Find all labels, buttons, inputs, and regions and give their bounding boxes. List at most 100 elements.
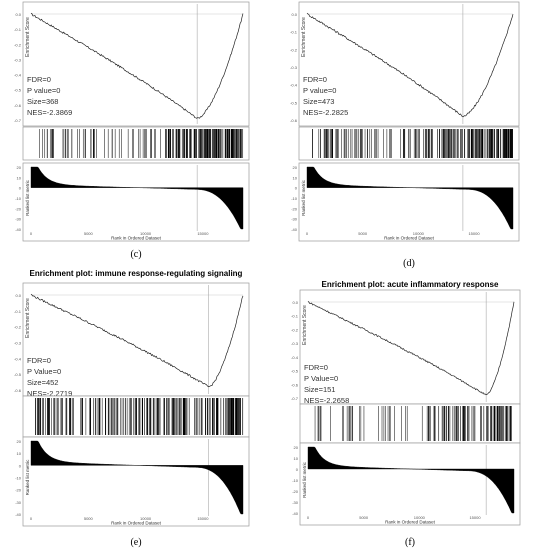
- ranked-list-frame: [22, 162, 250, 242]
- rank-axis-label: Rank in Ordered Dataset: [111, 521, 162, 526]
- ranked-metric-area: [306, 166, 514, 230]
- enrichment-score-frame: [298, 1, 520, 127]
- stat-nes: NES=-2.2719: [27, 389, 72, 398]
- es-axis-label: Enrichment Score: [25, 17, 31, 57]
- metric-tick-label: 10: [17, 175, 22, 180]
- rank-tick-label: 0: [306, 231, 309, 236]
- metric-tick-label: -20: [15, 206, 22, 211]
- stat-nes: NES=-2.2658: [304, 396, 349, 405]
- rank-tick-label: 0: [30, 516, 33, 521]
- rank-tick-label: 0: [30, 231, 33, 236]
- rank-axis-label: Rank in Ordered Dataset: [385, 520, 436, 525]
- rank-tick-label: 5000: [84, 231, 94, 236]
- panel-label: (c): [130, 249, 141, 260]
- rank-tick-label: 10000: [140, 516, 152, 521]
- es-axis-label: Enrichment Score: [25, 298, 31, 338]
- stat-p-value: P value=0: [303, 86, 336, 95]
- rank-tick-label: 0: [307, 515, 310, 520]
- es-tick-label: -0.5: [290, 100, 298, 105]
- es-tick-label: -0.6: [291, 382, 299, 387]
- rank-tick-label: 5000: [84, 516, 94, 521]
- enrichment-panel-4: Enrichment plot: acute inflammatory resp…: [291, 280, 521, 548]
- es-tick-label: -0.7: [14, 118, 22, 123]
- es-axis-label: Enrichment Score: [302, 305, 308, 345]
- metric-tick-label: 20: [293, 165, 298, 170]
- stat-p-value: P value=0: [27, 86, 60, 95]
- ranked-metric-area: [30, 440, 244, 515]
- hit-bars: [314, 406, 512, 441]
- es-tick-label: -0.1: [290, 30, 298, 35]
- es-tick-label: -0.3: [14, 57, 22, 62]
- rank-tick-label: 5000: [359, 515, 369, 520]
- es-tick-label: -0.4: [290, 83, 298, 88]
- metric-tick-label: 20: [294, 445, 299, 450]
- enrichment-score-curve: [307, 301, 515, 396]
- metric-tick-label: -30: [292, 500, 299, 505]
- enrichment-score-frame: [299, 289, 521, 405]
- es-tick-label: -0.4: [14, 73, 22, 78]
- es-tick-label: 0.0: [291, 12, 297, 17]
- enrichment-score-curve: [306, 12, 514, 118]
- ranked-list-frame: [22, 436, 250, 527]
- stat-nes: NES=-2.2825: [303, 108, 348, 117]
- metric-axis-label: Ranked list metric: [301, 179, 306, 216]
- enrichment-panel-3: Enrichment plot: immune response-regulat…: [14, 269, 250, 548]
- es-tick-label: 0.0: [292, 300, 298, 305]
- metric-tick-label: 10: [17, 451, 22, 456]
- stat-size: Size=452: [27, 378, 58, 387]
- metric-tick-label: -20: [292, 489, 299, 494]
- es-tick-label: -0.6: [290, 118, 298, 123]
- plot-title: Enrichment plot: immune response-regulat…: [30, 269, 243, 278]
- es-tick-label: -0.2: [14, 325, 22, 330]
- metric-tick-label: -40: [15, 512, 22, 517]
- metric-tick-label: 0: [296, 467, 299, 472]
- es-tick-label: -0.1: [291, 314, 299, 319]
- es-tick-label: -0.3: [14, 341, 22, 346]
- stat-fdr: FDR=0: [27, 356, 51, 365]
- stat-fdr: FDR=0: [27, 75, 51, 84]
- metric-tick-label: -40: [15, 227, 22, 232]
- es-tick-label: -0.6: [14, 388, 22, 393]
- metric-tick-label: 0: [295, 186, 298, 191]
- rank-tick-label: 15000: [469, 515, 481, 520]
- hits-frame: [22, 126, 250, 161]
- metric-tick-label: -20: [15, 488, 22, 493]
- metric-tick-label: 0: [19, 186, 22, 191]
- es-tick-label: -0.1: [14, 309, 22, 314]
- rank-tick-label: 10000: [140, 231, 152, 236]
- hit-bars: [39, 129, 244, 158]
- metric-tick-label: 0: [19, 463, 22, 468]
- stat-fdr: FDR=0: [303, 75, 327, 84]
- metric-tick-label: -30: [15, 217, 22, 222]
- stat-p-value: P Value=0: [27, 367, 61, 376]
- rank-tick-label: 5000: [358, 231, 368, 236]
- metric-tick-label: -10: [15, 476, 22, 481]
- metric-tick-label: 20: [17, 165, 22, 170]
- hit-bars: [312, 129, 513, 158]
- stat-size: Size=473: [303, 97, 334, 106]
- rank-axis-label: Rank in Ordered Dataset: [111, 236, 162, 241]
- ranked-list-frame: [298, 162, 520, 242]
- rank-tick-label: 15000: [197, 231, 209, 236]
- es-tick-label: -0.2: [290, 47, 298, 52]
- enrichment-score-frame: [22, 1, 250, 127]
- stat-size: Size=151: [304, 385, 335, 394]
- es-tick-label: -0.4: [291, 355, 299, 360]
- rank-tick-label: 10000: [414, 515, 426, 520]
- es-tick-label: -0.1: [14, 27, 22, 32]
- rank-tick-label: 10000: [413, 231, 425, 236]
- metric-tick-label: 10: [294, 456, 299, 461]
- enrichment-score-curve: [30, 293, 244, 388]
- metric-tick-label: -30: [291, 217, 298, 222]
- ranked-metric-area: [30, 166, 244, 230]
- stat-nes: NES=-2.3869: [27, 108, 72, 117]
- metric-tick-label: -30: [15, 500, 22, 505]
- stat-fdr: FDR=0: [304, 363, 328, 372]
- metric-tick-label: -40: [291, 227, 298, 232]
- es-axis-label: Enrichment Score: [301, 17, 307, 57]
- es-tick-label: -0.5: [14, 372, 22, 377]
- metric-axis-label: Ranked list metric: [25, 459, 30, 496]
- es-tick-label: -0.4: [14, 356, 22, 361]
- metric-tick-label: -10: [15, 196, 22, 201]
